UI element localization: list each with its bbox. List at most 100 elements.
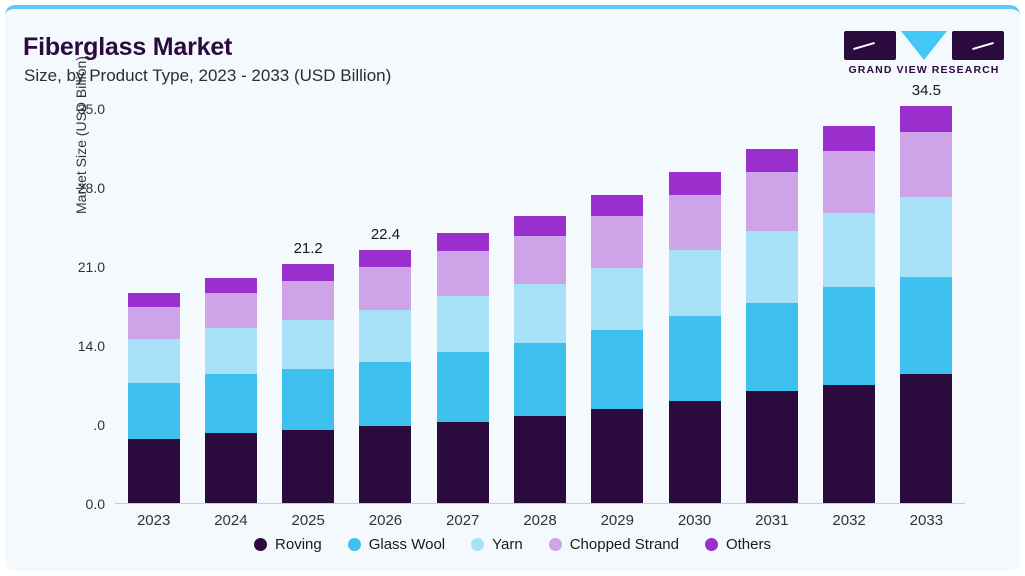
page-title: Fiberglass Market: [23, 33, 233, 61]
bar-segment: [282, 263, 335, 281]
bar-segment: [668, 401, 721, 503]
bar-stack: 2028: [514, 216, 566, 529]
legend-item[interactable]: Glass Wool: [347, 536, 446, 553]
bar-stack: 2031: [745, 148, 798, 529]
bar-value-label: 34.5: [911, 81, 941, 99]
bar-segment: [359, 426, 412, 503]
bar-segment: [204, 328, 257, 375]
bar-segment: [591, 330, 644, 410]
bar-stack: 2027: [436, 233, 489, 529]
bar-segment: [282, 429, 335, 503]
y-axis-tick: 35.0: [77, 101, 105, 117]
x-axis-tick: 2026: [368, 512, 403, 529]
bar-stack: 2029: [591, 194, 644, 529]
legend-label: Others: [725, 536, 771, 553]
y-axis-tick: .0: [93, 417, 105, 433]
bar-segment: [900, 131, 953, 198]
legend-label: Roving: [275, 536, 322, 553]
x-axis-tick: 2023: [136, 512, 171, 529]
bar-segment: [127, 339, 180, 384]
x-axis-tick: 2027: [446, 512, 480, 529]
legend-label: Chopped Strand: [569, 536, 679, 553]
legend-item[interactable]: Chopped Strand: [548, 536, 679, 553]
x-axis-tick: 2029: [600, 512, 634, 529]
bar-stack: 22.4 2026: [359, 226, 412, 529]
bar-segment: [282, 368, 335, 430]
x-axis-tick: 2028: [523, 512, 557, 529]
bar-segment: [514, 342, 566, 417]
logo-right-block: [952, 31, 1004, 60]
bar-segment: [514, 416, 566, 503]
bar-segment: [359, 361, 412, 427]
legend-item[interactable]: Roving: [254, 536, 322, 553]
legend-swatch-icon: [471, 538, 485, 551]
bar-segment: [668, 250, 721, 316]
bar-stack: 2030: [668, 172, 721, 529]
bar-segment: [823, 384, 876, 503]
legend-label: Glass Wool: [368, 536, 446, 553]
x-axis-tick: 2030: [677, 512, 712, 529]
x-axis-line: [115, 503, 965, 504]
x-axis-tick: 2025: [291, 512, 325, 529]
bar-segment: [127, 293, 180, 307]
bar-segment: [204, 374, 257, 434]
bar-segment: [127, 306, 180, 340]
bar-stack: 2024: [204, 278, 257, 529]
y-axis-tick: 0.0: [85, 496, 105, 512]
bar-segment: [359, 250, 412, 268]
legend-item[interactable]: Yarn: [471, 536, 523, 553]
bar-segment: [591, 409, 644, 503]
logo-triangle-icon: [901, 31, 947, 60]
bar-value-label: 22.4: [370, 226, 401, 244]
chart-plot-area: Market Size (USD Billion) 0.0.0 14.0 21.0 2…: [73, 56, 965, 529]
bar-segment: [900, 277, 953, 375]
bar-segment: [127, 383, 180, 439]
bar-segment: [282, 320, 335, 369]
logo-wordmark: GRAND VIEW RESEARCH: [848, 64, 1000, 76]
bar-segment: [823, 287, 876, 385]
grand-view-research-logo: GRAND VIEW RESEARCH: [844, 31, 1004, 83]
bar-segment: [514, 216, 566, 236]
bar-segment: [514, 284, 566, 343]
legend-swatch-icon: [704, 538, 718, 551]
x-axis-tick: 2033: [909, 512, 944, 529]
bar-segment: [745, 231, 798, 304]
bar-segment: [900, 105, 953, 132]
bar-segment: [514, 235, 566, 285]
legend-item[interactable]: Others: [704, 536, 771, 553]
page-subtitle: Size, by Product Type, 2023 - 2033 (USD …: [24, 66, 392, 85]
bar-segment: [668, 172, 721, 195]
y-axis-tick: 28.0: [77, 180, 105, 196]
chart-legend: Roving Glass Wool Yarn Chopped Strand Others: [5, 536, 1020, 553]
bar-segment: [359, 310, 412, 362]
bar-segment: [591, 216, 644, 269]
legend-swatch-icon: [254, 538, 268, 551]
logo-right-slash-icon: [972, 42, 994, 50]
bar-segment: [436, 233, 489, 252]
bar-segment: [900, 374, 953, 503]
bar-segment: [436, 421, 489, 503]
bar-segment: [436, 351, 489, 422]
bar-segment: [127, 438, 180, 503]
bar-value-label: 21.2: [293, 239, 323, 257]
x-axis-tick: 2031: [755, 512, 789, 529]
logo-left-slash-icon: [853, 42, 875, 50]
bar-segment: [204, 433, 257, 503]
x-axis-tick: 2032: [832, 512, 866, 529]
bar-segment: [204, 293, 257, 329]
legend-label: Yarn: [492, 536, 523, 553]
bar-segment: [436, 296, 489, 352]
x-axis-tick: 2024: [214, 512, 248, 529]
legend-swatch-icon: [548, 538, 562, 551]
logo-blocks: [844, 31, 1004, 61]
bar-segment: [591, 268, 644, 331]
bar-segment: [823, 150, 876, 213]
bar-segment: [668, 194, 721, 251]
bar-segment: [823, 212, 876, 288]
bar-segment: [900, 197, 953, 278]
legend-swatch-icon: [347, 538, 361, 551]
chart-card: Fiberglass Market Size, by Product Type,…: [5, 5, 1020, 571]
bar-segment: [745, 148, 798, 173]
bar-stack: 2023: [127, 293, 180, 529]
y-axis-tick: 14.0: [77, 338, 105, 354]
